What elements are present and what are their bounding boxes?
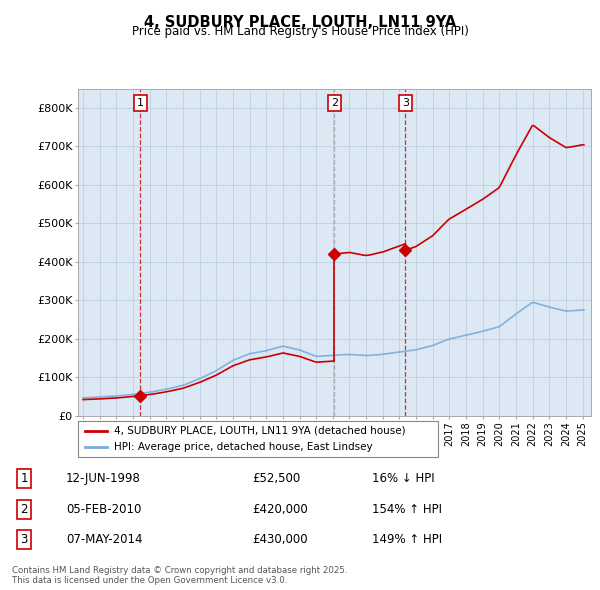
Text: 4, SUDBURY PLACE, LOUTH, LN11 9YA: 4, SUDBURY PLACE, LOUTH, LN11 9YA [144,15,456,30]
Text: 16% ↓ HPI: 16% ↓ HPI [372,472,434,485]
Text: 2: 2 [331,99,338,108]
Text: 1: 1 [20,472,28,485]
Text: Contains HM Land Registry data © Crown copyright and database right 2025.
This d: Contains HM Land Registry data © Crown c… [12,566,347,585]
FancyBboxPatch shape [78,421,438,457]
Text: 1: 1 [137,99,144,108]
Text: £420,000: £420,000 [252,503,308,516]
Text: 154% ↑ HPI: 154% ↑ HPI [372,503,442,516]
Text: £430,000: £430,000 [252,533,308,546]
Text: 149% ↑ HPI: 149% ↑ HPI [372,533,442,546]
Text: 07-MAY-2014: 07-MAY-2014 [66,533,143,546]
Text: 2: 2 [20,503,28,516]
Text: £52,500: £52,500 [252,472,300,485]
Text: 4, SUDBURY PLACE, LOUTH, LN11 9YA (detached house): 4, SUDBURY PLACE, LOUTH, LN11 9YA (detac… [114,425,406,435]
Text: 3: 3 [20,533,28,546]
Text: 05-FEB-2010: 05-FEB-2010 [66,503,142,516]
Text: 12-JUN-1998: 12-JUN-1998 [66,472,141,485]
Text: 3: 3 [402,99,409,108]
Text: HPI: Average price, detached house, East Lindsey: HPI: Average price, detached house, East… [114,442,373,453]
Text: Price paid vs. HM Land Registry's House Price Index (HPI): Price paid vs. HM Land Registry's House … [131,25,469,38]
